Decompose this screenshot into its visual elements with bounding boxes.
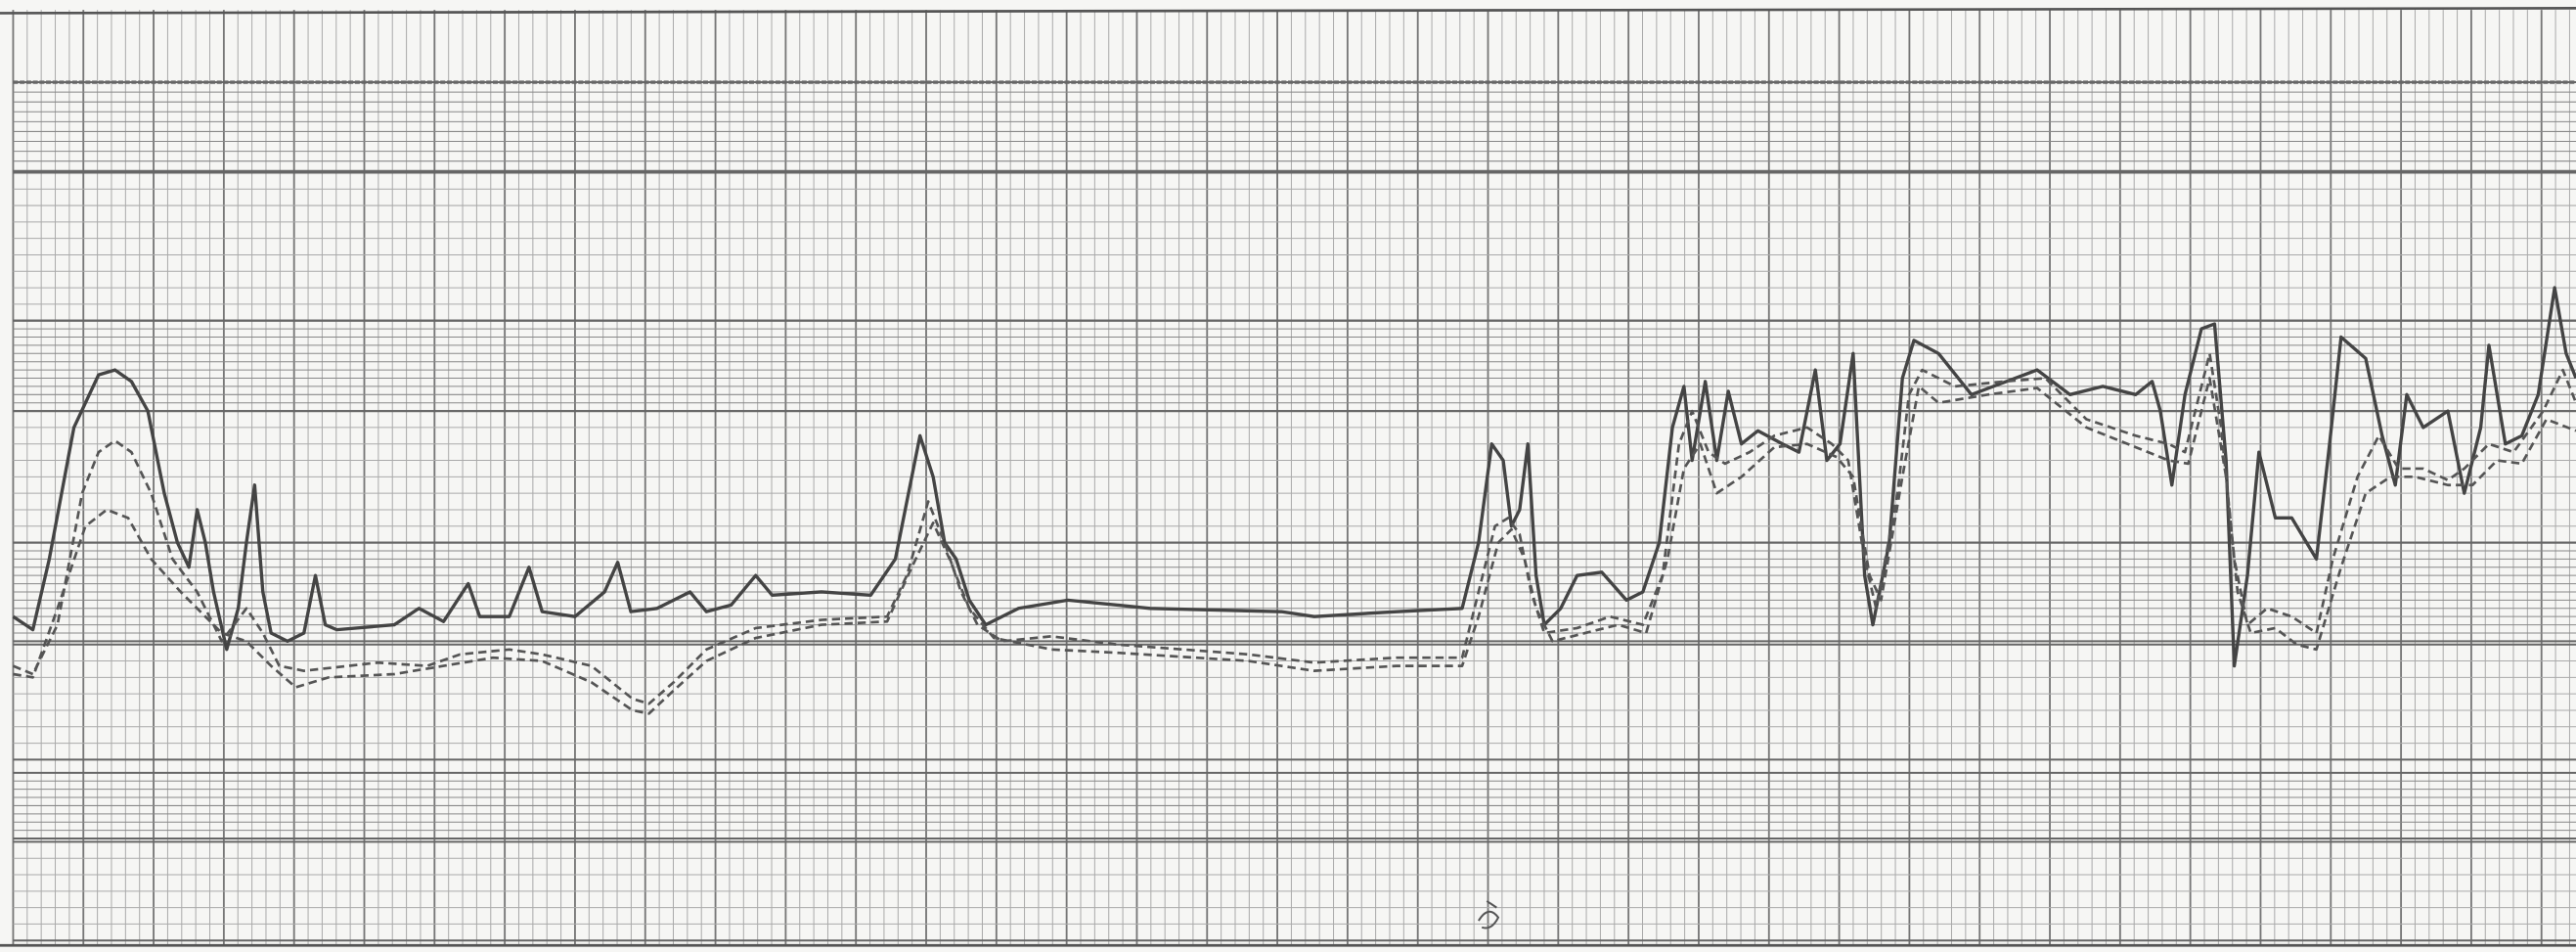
trace-dashed-lower: [13, 377, 2576, 715]
pen-scribble: [1477, 900, 1500, 929]
top-border: [0, 7, 2576, 15]
traces: [12, 286, 2576, 715]
grid: [12, 10, 2576, 946]
